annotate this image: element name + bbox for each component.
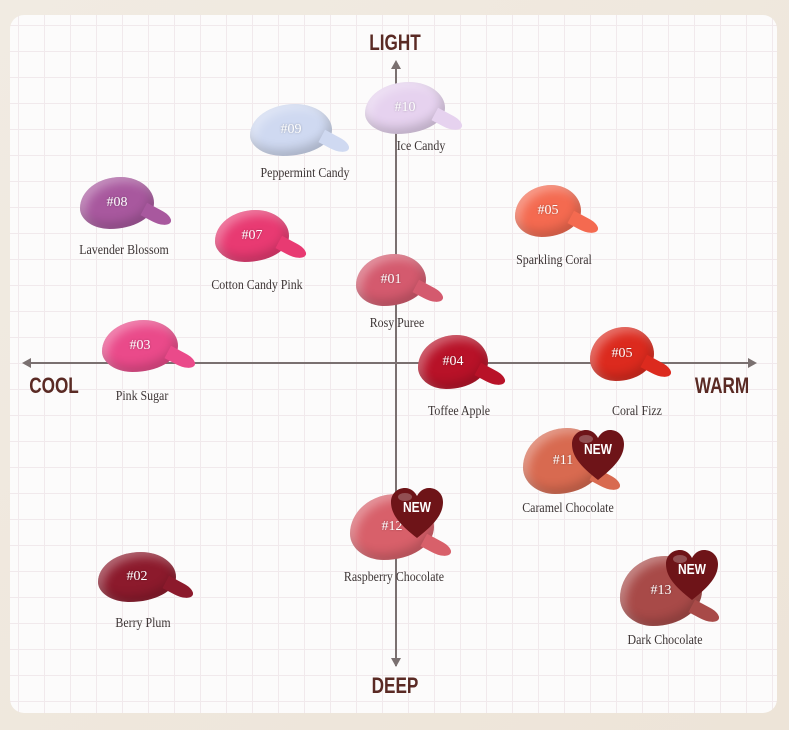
lipstick-swatch: [418, 335, 488, 389]
arrow-left-icon: [22, 358, 31, 368]
axis-label-light: LIGHT: [369, 30, 421, 55]
shade-name: Peppermint Candy: [260, 166, 350, 181]
new-badge: NEW: [389, 486, 445, 540]
new-badge: NEW: [570, 428, 626, 482]
shade-number: #05: [537, 203, 559, 218]
shade-name: Rosy Puree: [369, 316, 425, 331]
shade-name: Toffee Apple: [427, 404, 491, 419]
shade-number: #01: [380, 272, 402, 287]
shade-number: #07: [241, 228, 263, 243]
axis-label-cool: COOL: [29, 373, 79, 398]
shade-number: #08: [106, 195, 128, 210]
shade-number: #12: [381, 519, 403, 534]
vertical-axis: [395, 62, 397, 666]
new-badge-label: NEW: [678, 561, 706, 578]
new-badge-label: NEW: [584, 441, 612, 458]
lipstick-swatch: [102, 320, 178, 372]
shade-name: Caramel Chocolate: [522, 501, 614, 516]
lipstick-swatch: [98, 552, 176, 602]
shade-number: #09: [280, 122, 302, 137]
shade-name: Ice Candy: [396, 139, 446, 154]
lipstick-swatch: [250, 104, 332, 156]
arrow-down-icon: [391, 658, 401, 667]
shade-name: Dark Chocolate: [627, 633, 703, 648]
lipstick-swatch: [80, 177, 154, 229]
shade-number: #13: [650, 583, 672, 598]
horizontal-axis: [25, 362, 755, 364]
axis-label-deep: DEEP: [371, 673, 419, 698]
axis-label-warm: WARM: [694, 373, 750, 398]
lipstick-swatch: [590, 327, 654, 381]
shade-number: #10: [394, 100, 416, 115]
lipstick-swatch: [365, 82, 445, 134]
lipstick-swatch: [356, 254, 426, 306]
shade-name: Lavender Blossom: [79, 243, 169, 258]
shade-number: #05: [611, 346, 633, 361]
shade-name: Raspberry Chocolate: [343, 570, 445, 585]
lipstick-swatch: [515, 185, 581, 237]
shade-name: Pink Sugar: [115, 389, 169, 404]
shade-number: #02: [126, 569, 148, 584]
new-badge-label: NEW: [403, 499, 431, 516]
shade-name: Sparkling Coral: [516, 253, 592, 268]
shade-name: Coral Fizz: [612, 404, 662, 419]
lipstick-swatch: [215, 210, 289, 262]
arrow-up-icon: [391, 60, 401, 69]
shade-number: #03: [129, 338, 151, 353]
heart-icon: [572, 430, 624, 480]
new-badge: NEW: [664, 548, 720, 602]
arrow-right-icon: [748, 358, 757, 368]
shade-number: #11: [552, 453, 574, 468]
shade-number: #04: [442, 354, 464, 369]
shade-name: Cotton Candy Pink: [211, 278, 303, 293]
shade-name: Berry Plum: [115, 616, 171, 631]
heart-icon: [666, 550, 718, 600]
heart-icon: [391, 488, 443, 538]
